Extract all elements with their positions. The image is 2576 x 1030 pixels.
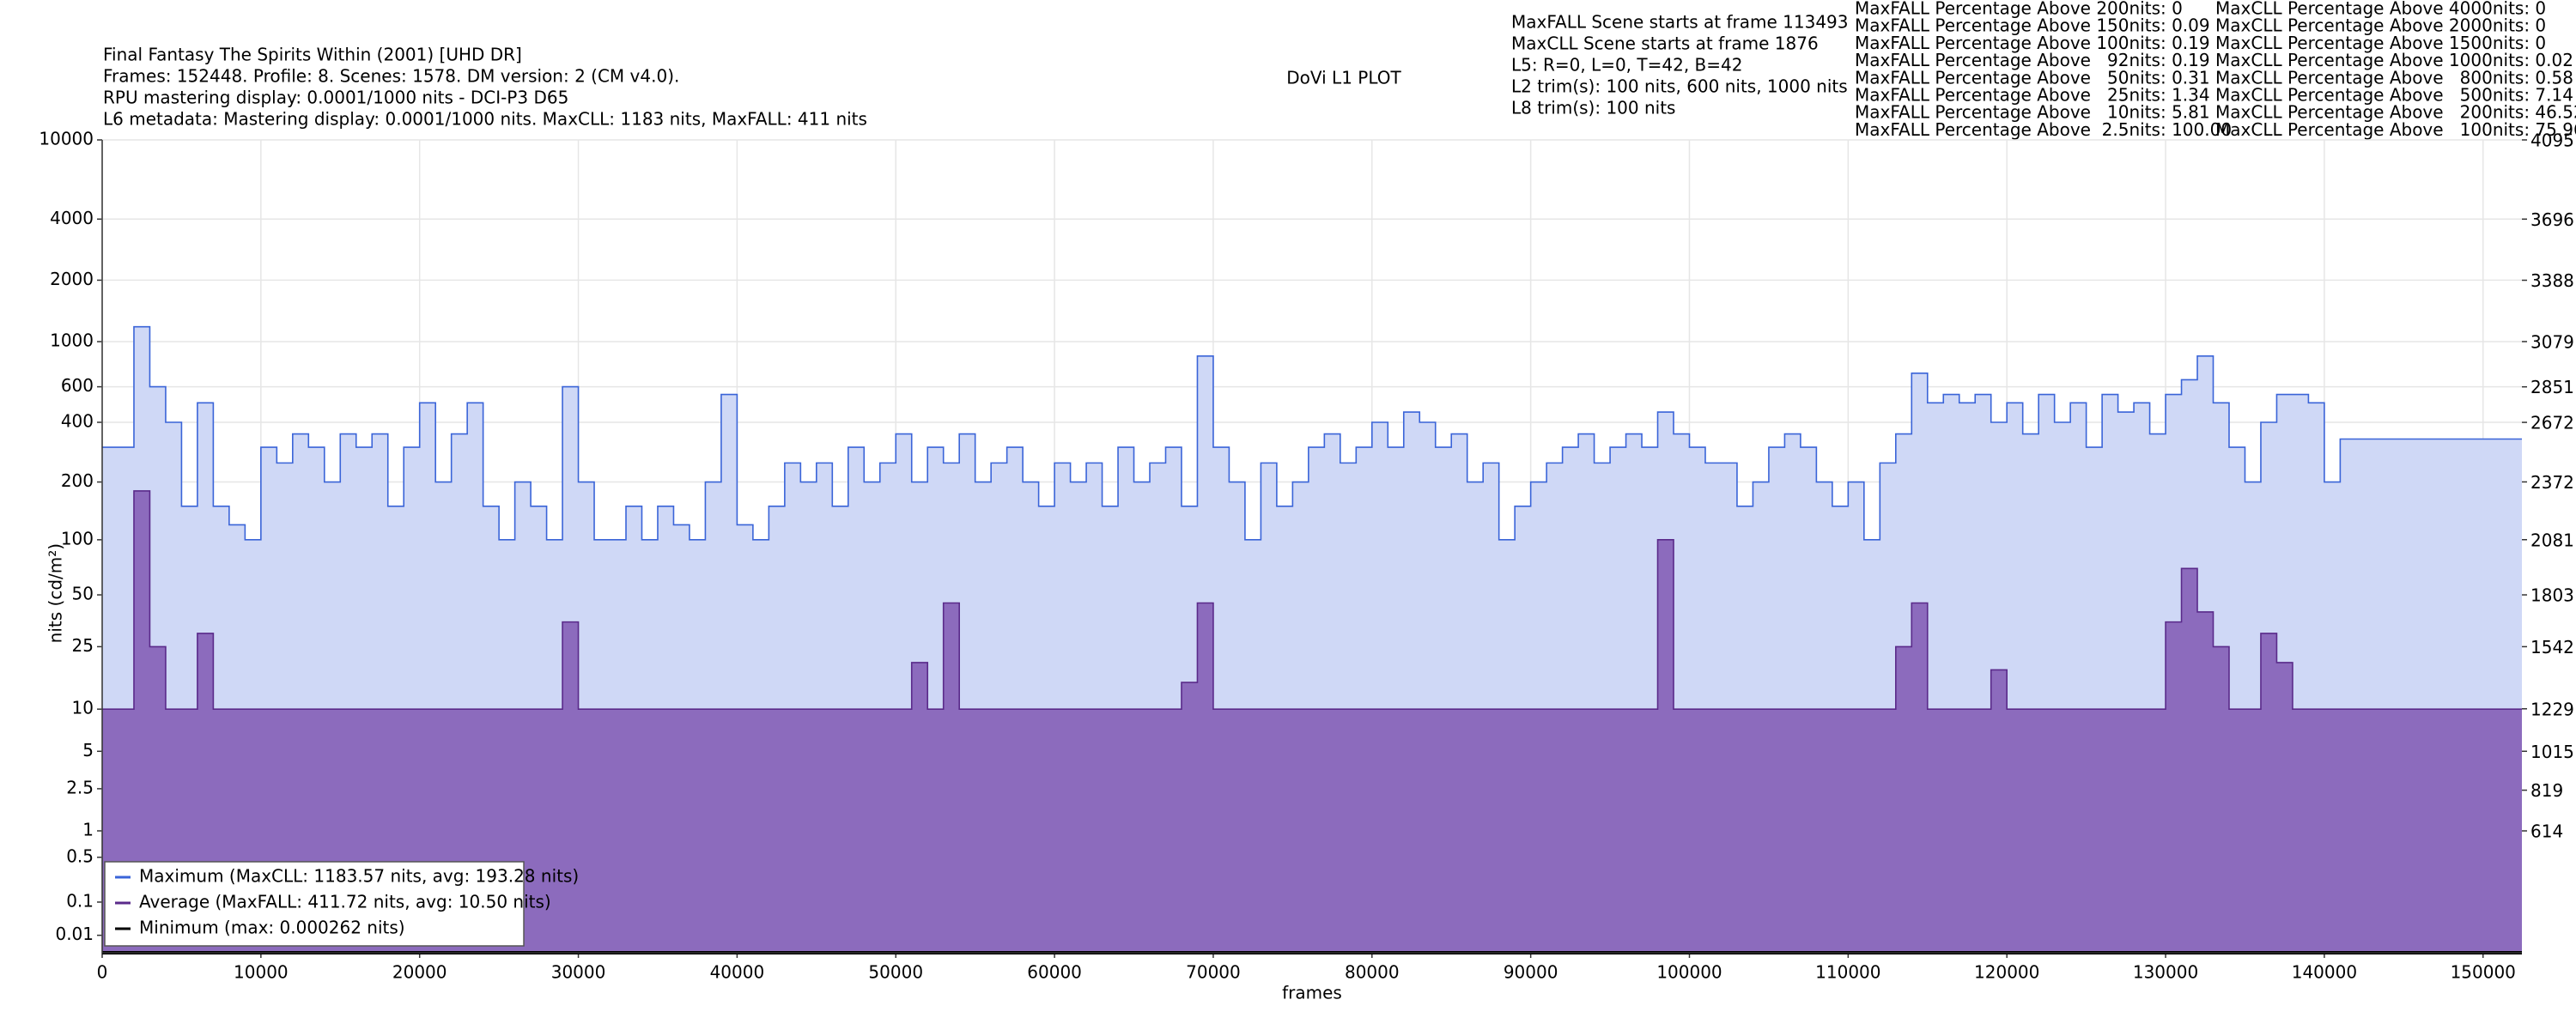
y2-tick-label: 2372 — [2530, 472, 2574, 493]
maxcll-stat: MaxCLL Percentage Above 4000nits: 0 — [2215, 0, 2546, 19]
y2-tick-label: 1803 — [2530, 585, 2574, 606]
maxfall-stat: MaxFALL Percentage Above 25nits: 1.34 — [1855, 85, 2210, 106]
y2-tick-label: 4095 — [2530, 130, 2574, 151]
legend-label: Average (MaxFALL: 411.72 nits, avg: 10.5… — [139, 892, 551, 912]
y-tick-label: 1000 — [50, 330, 94, 351]
y-tick-label: 1 — [82, 820, 94, 840]
line — [102, 490, 2522, 710]
legend-label: Maximum (MaxCLL: 1183.57 nits, avg: 193.… — [139, 866, 579, 887]
scene-info-line: L5: R=0, L=0, T=42, B=42 — [1511, 55, 1742, 76]
maxcll-stat: MaxCLL Percentage Above 500nits: 7.14 — [2215, 85, 2573, 106]
y-tick-label: 25 — [72, 635, 94, 656]
x-tick-label: 100000 — [1656, 962, 1722, 983]
x-tick-label: 80000 — [1345, 962, 1400, 983]
x-tick-label: 30000 — [551, 962, 606, 983]
x-tick-label: 40000 — [710, 962, 765, 983]
x-tick-label: 140000 — [2292, 962, 2357, 983]
maxfall-stat: MaxFALL Percentage Above 150nits: 0.09 — [1855, 15, 2210, 36]
x-tick-label: 0 — [97, 962, 108, 983]
y2-tick-label: 819 — [2530, 780, 2563, 801]
y2-tick-label: 1542 — [2530, 637, 2574, 657]
area — [102, 490, 2522, 953]
legend-box — [104, 861, 525, 947]
scene-info-line: MaxFALL Scene starts at frame 113493 — [1511, 12, 1849, 33]
x-tick-label: 150000 — [2451, 962, 2516, 983]
scene-info-line: MaxCLL Scene starts at frame 1876 — [1511, 33, 1819, 54]
y-axis-label: nits (cd/m²) — [46, 543, 66, 643]
maxfall-stat: MaxFALL Percentage Above 200nits: 0 — [1855, 0, 2183, 19]
x-tick-label: 90000 — [1504, 962, 1558, 983]
y2-tick-label: 614 — [2530, 821, 2563, 842]
maxcll-stat: MaxCLL Percentage Above 800nits: 0.58 — [2215, 67, 2573, 88]
maxfall-stat: MaxFALL Percentage Above 2.5nits: 100.00 — [1855, 119, 2232, 140]
y-tick-label: 600 — [61, 375, 94, 396]
info-line: Frames: 152448. Profile: 8. Scenes: 1578… — [103, 66, 679, 87]
maxcll-stat: MaxCLL Percentage Above 2000nits: 0 — [2215, 15, 2546, 36]
x-tick-label: 110000 — [1815, 962, 1880, 983]
x-tick-label: 10000 — [234, 962, 289, 983]
y2-tick-label: 3079 — [2530, 331, 2574, 352]
y-tick-label: 200 — [61, 470, 94, 491]
y-tick-label: 100 — [61, 528, 94, 548]
chart-title: DoVi L1 PLOT — [1286, 68, 1401, 88]
scene-info-line: L8 trim(s): 100 nits — [1511, 98, 1675, 118]
info-line: RPU mastering display: 0.0001/1000 nits … — [103, 88, 568, 108]
y-tick-label: 50 — [72, 584, 94, 604]
line — [102, 325, 2522, 541]
y2-tick-label: 1015 — [2530, 742, 2574, 762]
legend-label: Minimum (max: 0.000262 nits) — [139, 918, 405, 938]
y2-tick-label: 1229 — [2530, 699, 2574, 719]
info-line: Final Fantasy The Spirits Within (2001) … — [103, 45, 522, 65]
x-tick-label: 130000 — [2133, 962, 2198, 983]
y-tick-label: 2.5 — [66, 777, 94, 797]
maxcll-stat: MaxCLL Percentage Above 1500nits: 0 — [2215, 33, 2546, 53]
maxcll-stat: MaxCLL Percentage Above 1000nits: 0.02 — [2215, 50, 2573, 70]
maxfall-stat: MaxFALL Percentage Above 50nits: 0.31 — [1855, 67, 2210, 88]
x-tick-label: 70000 — [1186, 962, 1241, 983]
y-tick-label: 5 — [82, 740, 94, 760]
y2-tick-label: 2081 — [2530, 530, 2574, 550]
maxfall-stat: MaxFALL Percentage Above 10nits: 5.81 — [1855, 102, 2210, 123]
x-axis-label: frames — [1282, 983, 1342, 1003]
x-tick-label: 60000 — [1027, 962, 1082, 983]
maxfall-stat: MaxFALL Percentage Above 92nits: 0.19 — [1855, 50, 2210, 70]
y-tick-label: 2000 — [50, 269, 94, 289]
x-tick-label: 50000 — [868, 962, 923, 983]
maxfall-stat: MaxFALL Percentage Above 100nits: 0.19 — [1855, 33, 2210, 53]
info-line: L6 metadata: Mastering display: 0.0001/1… — [103, 109, 867, 130]
scene-info-line: L2 trim(s): 100 nits, 600 nits, 1000 nit… — [1511, 76, 1848, 97]
y-tick-label: 10000 — [39, 129, 94, 149]
y-tick-label: 10 — [72, 698, 94, 718]
y-tick-label: 400 — [61, 411, 94, 432]
y2-tick-label: 2851 — [2530, 377, 2574, 397]
y2-tick-label: 3696 — [2530, 209, 2574, 230]
x-tick-label: 120000 — [1974, 962, 2039, 983]
y2-tick-label: 2672 — [2530, 413, 2574, 433]
y-tick-label: 0.5 — [66, 845, 94, 866]
y-tick-label: 4000 — [50, 208, 94, 228]
maxcll-stat: MaxCLL Percentage Above 100nits: 75.96 — [2215, 119, 2576, 140]
y-tick-label: 0.01 — [55, 924, 94, 944]
y-tick-label: 0.1 — [66, 890, 94, 911]
x-tick-label: 20000 — [392, 962, 447, 983]
y2-tick-label: 3388 — [2530, 270, 2574, 291]
maxcll-stat: MaxCLL Percentage Above 200nits: 46.52 — [2215, 102, 2576, 123]
